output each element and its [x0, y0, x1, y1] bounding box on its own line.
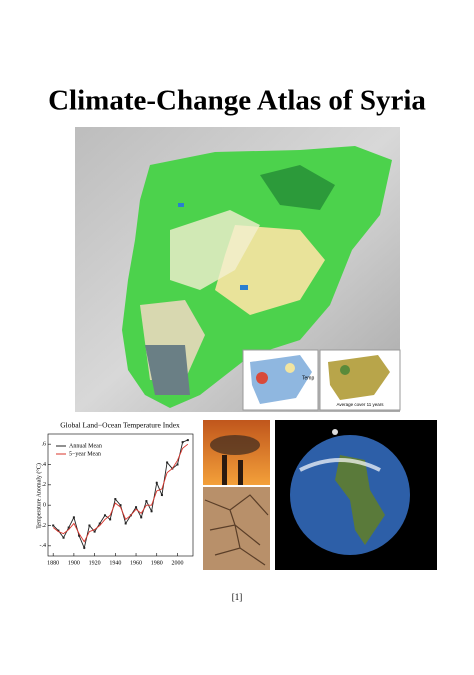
legend-label: Annual Mean — [69, 443, 102, 449]
series-point — [166, 461, 169, 464]
y-tick-label: -.2 — [40, 523, 47, 529]
series-point — [181, 441, 184, 444]
series-point — [83, 546, 86, 549]
series-point — [72, 516, 75, 519]
series-line — [52, 443, 189, 543]
series-point — [160, 494, 163, 496]
series-point — [93, 530, 96, 533]
series-point — [155, 481, 158, 484]
x-tick-label: 1880 — [47, 560, 59, 566]
legend-label: 5−year Mean — [69, 451, 101, 457]
series-point — [52, 524, 55, 527]
x-tick-label: 1980 — [151, 560, 163, 566]
series-point — [98, 522, 101, 525]
series-point — [109, 518, 112, 521]
series-point — [176, 463, 179, 466]
photos — [203, 420, 437, 570]
series-point — [57, 529, 60, 532]
x-tick-label: 1940 — [109, 560, 121, 566]
temperature-chart: Global Land−Ocean Temperature Index Temp… — [35, 418, 198, 572]
inset-caption: Average cover 11 years — [336, 402, 384, 407]
series-point — [186, 439, 189, 442]
x-tick-label: 1900 — [68, 560, 80, 566]
series-point — [135, 506, 138, 509]
series-point — [119, 504, 122, 507]
series-point — [114, 498, 117, 501]
series-point — [78, 534, 81, 537]
inset-legend: Temp — [302, 375, 314, 381]
series-point — [103, 514, 106, 517]
series-point — [88, 524, 91, 527]
series-point — [67, 526, 70, 529]
plot-frame — [47, 433, 194, 557]
chart-title: Global Land−Ocean Temperature Index — [60, 421, 180, 430]
x-tick-label: 1960 — [130, 560, 142, 566]
series-point — [62, 536, 65, 539]
y-tick-label: .6 — [42, 442, 47, 448]
title: Climate-Change Atlas of Syria — [48, 85, 426, 117]
series-point — [150, 510, 153, 513]
y-tick-label: -.4 — [40, 543, 47, 549]
x-tick-label: 1920 — [89, 560, 101, 566]
x-tick-label: 2000 — [171, 560, 183, 566]
series-point — [145, 500, 148, 503]
y-tick-label: .2 — [42, 482, 47, 488]
page-number: [1] — [232, 592, 243, 602]
y-tick-label: .4 — [42, 462, 47, 468]
y-label: Temperature Anomaly (°C) — [35, 463, 42, 529]
y-tick-label: 0 — [43, 503, 46, 509]
map: Temp Average cover 11 years — [75, 127, 401, 412]
series-point — [140, 516, 143, 519]
series-point — [124, 522, 127, 525]
